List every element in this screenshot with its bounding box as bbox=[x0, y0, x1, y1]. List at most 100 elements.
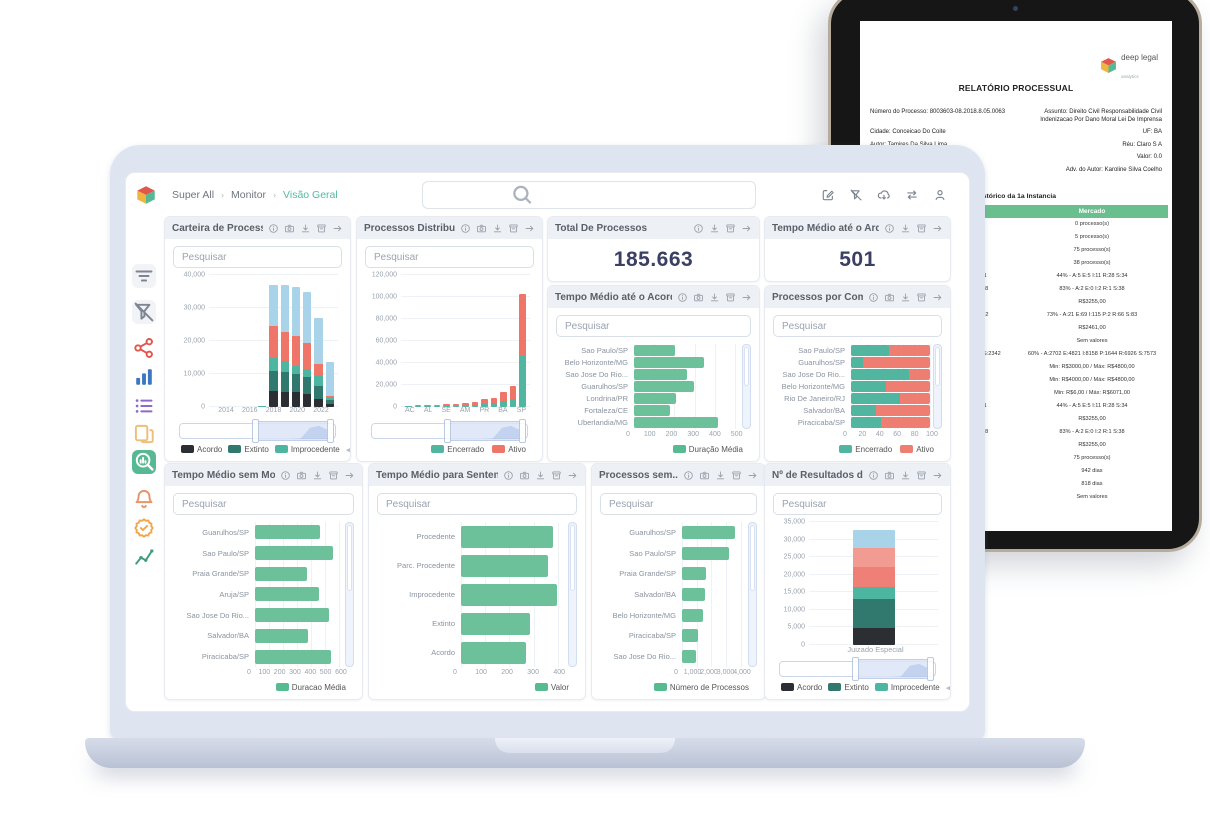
range-slider-handle[interactable] bbox=[519, 419, 527, 443]
info-icon[interactable] bbox=[280, 470, 291, 481]
download-icon[interactable] bbox=[900, 470, 911, 481]
camera-icon[interactable] bbox=[884, 470, 895, 481]
stacked-bar[interactable] bbox=[462, 403, 469, 407]
stacked-bar[interactable] bbox=[851, 380, 930, 392]
stacked-bar[interactable] bbox=[443, 404, 450, 407]
bar[interactable] bbox=[255, 546, 333, 561]
breadcrumb-item-monitor[interactable]: Monitor bbox=[231, 188, 267, 201]
download-icon[interactable] bbox=[715, 470, 726, 481]
panel-search-input[interactable] bbox=[366, 247, 533, 267]
stacked-bar[interactable] bbox=[851, 393, 930, 405]
arrow-right-icon[interactable] bbox=[741, 292, 752, 303]
panel-search-input[interactable] bbox=[774, 316, 941, 336]
bar[interactable] bbox=[634, 368, 687, 380]
archive-icon[interactable] bbox=[916, 470, 927, 481]
bar[interactable] bbox=[682, 567, 707, 581]
stacked-bar[interactable] bbox=[851, 417, 930, 429]
info-icon[interactable] bbox=[693, 223, 704, 234]
bar[interactable] bbox=[461, 525, 553, 548]
camera-icon[interactable] bbox=[884, 292, 895, 303]
swap-icon[interactable] bbox=[905, 188, 919, 202]
stacked-bar[interactable] bbox=[258, 405, 267, 407]
bar[interactable] bbox=[634, 356, 704, 368]
info-icon[interactable] bbox=[868, 470, 879, 481]
bar[interactable] bbox=[255, 608, 330, 623]
range-slider-selection[interactable] bbox=[851, 657, 935, 681]
panel-search-input[interactable] bbox=[174, 247, 341, 267]
stacked-bar[interactable] bbox=[851, 356, 930, 368]
arrow-right-icon[interactable] bbox=[932, 470, 943, 481]
panel-search[interactable] bbox=[773, 315, 942, 337]
cloud-sync-icon[interactable] bbox=[877, 188, 891, 202]
bar[interactable] bbox=[255, 628, 308, 643]
camera-icon[interactable] bbox=[476, 223, 487, 234]
arrow-right-icon[interactable] bbox=[344, 470, 355, 481]
info-icon[interactable] bbox=[503, 470, 514, 481]
global-search[interactable] bbox=[422, 180, 756, 209]
range-slider-handle[interactable] bbox=[927, 657, 935, 681]
range-slider-selection[interactable] bbox=[251, 419, 335, 443]
stacked-bar[interactable] bbox=[471, 402, 479, 407]
scrollbar-thumb[interactable] bbox=[570, 525, 575, 592]
archive-icon[interactable] bbox=[316, 223, 327, 234]
bar[interactable] bbox=[682, 650, 696, 664]
archive-icon[interactable] bbox=[508, 223, 519, 234]
camera-icon[interactable] bbox=[699, 470, 710, 481]
download-icon[interactable] bbox=[300, 223, 311, 234]
stacked-bar[interactable] bbox=[433, 404, 441, 407]
download-icon[interactable] bbox=[709, 292, 720, 303]
sidebar-item-bell[interactable] bbox=[132, 487, 156, 511]
range-slider-handle[interactable] bbox=[251, 419, 259, 443]
download-icon[interactable] bbox=[900, 292, 911, 303]
bar[interactable] bbox=[682, 587, 705, 601]
download-icon[interactable] bbox=[492, 223, 503, 234]
panel-search[interactable] bbox=[773, 493, 942, 515]
download-icon[interactable] bbox=[312, 470, 323, 481]
stacked-bar[interactable] bbox=[325, 362, 334, 407]
search-input[interactable] bbox=[619, 188, 755, 201]
bar[interactable] bbox=[634, 417, 718, 429]
camera-icon[interactable] bbox=[519, 470, 530, 481]
sidebar-item-filter-off[interactable] bbox=[132, 300, 156, 324]
stacked-bar[interactable] bbox=[280, 284, 289, 407]
info-icon[interactable] bbox=[683, 470, 694, 481]
panel-search-input[interactable] bbox=[378, 494, 576, 514]
bar[interactable] bbox=[255, 525, 320, 540]
range-slider[interactable] bbox=[779, 657, 936, 681]
panel-search[interactable] bbox=[173, 493, 354, 515]
arrow-right-icon[interactable] bbox=[932, 292, 943, 303]
stacked-bar[interactable] bbox=[314, 317, 323, 407]
chart-scrollbar[interactable] bbox=[933, 344, 942, 429]
arrow-right-icon[interactable] bbox=[332, 223, 343, 234]
stacked-bar[interactable] bbox=[851, 344, 930, 356]
arrow-right-icon[interactable] bbox=[567, 470, 578, 481]
stacked-bar[interactable] bbox=[519, 293, 526, 407]
info-icon[interactable] bbox=[677, 292, 688, 303]
scrollbar-thumb[interactable] bbox=[935, 347, 940, 387]
user-icon[interactable] bbox=[933, 188, 947, 202]
legend-pager[interactable]: ◀1/3▶ bbox=[946, 683, 950, 692]
archive-icon[interactable] bbox=[725, 292, 736, 303]
bar[interactable] bbox=[461, 612, 530, 635]
stacked-bar[interactable] bbox=[852, 530, 895, 645]
panel-search[interactable] bbox=[173, 246, 342, 268]
stacked-bar[interactable] bbox=[414, 405, 422, 407]
bar[interactable] bbox=[461, 554, 549, 577]
camera-icon[interactable] bbox=[284, 223, 295, 234]
archive-icon[interactable] bbox=[328, 470, 339, 481]
bar[interactable] bbox=[634, 405, 671, 417]
stacked-bar[interactable] bbox=[269, 284, 278, 407]
info-icon[interactable] bbox=[868, 292, 879, 303]
chart-scrollbar[interactable] bbox=[345, 522, 354, 667]
panel-search-input[interactable] bbox=[174, 494, 353, 514]
sidebar-item-filter-lines[interactable] bbox=[132, 264, 156, 288]
bar[interactable] bbox=[682, 525, 736, 539]
chart-scrollbar[interactable] bbox=[748, 522, 757, 667]
sidebar-item-share[interactable] bbox=[132, 336, 156, 360]
panel-search[interactable] bbox=[556, 315, 751, 337]
bar[interactable] bbox=[634, 344, 676, 356]
bar[interactable] bbox=[682, 608, 703, 622]
stacked-bar[interactable] bbox=[424, 405, 431, 407]
info-icon[interactable] bbox=[268, 223, 279, 234]
edit-icon[interactable] bbox=[821, 188, 835, 202]
